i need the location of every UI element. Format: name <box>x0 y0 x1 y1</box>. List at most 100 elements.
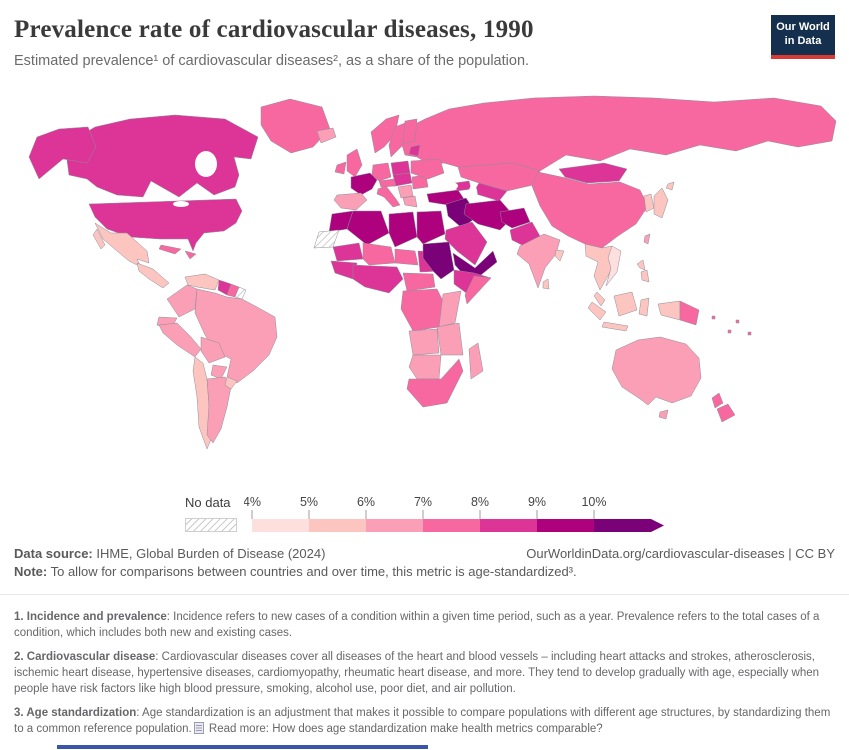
country-myanmar-thailand[interactable]: myanmar-thailand: 5–6% <box>584 243 617 291</box>
country-java[interactable]: java: 5–6% <box>601 321 629 332</box>
country-baltic-states[interactable]: baltic-states: 8–9% <box>408 144 421 157</box>
country-bangladesh[interactable]: bangladesh: 5–6% <box>554 249 565 262</box>
country-sumatra[interactable]: sumatra: 5–6% <box>587 301 607 321</box>
country-venezuela[interactable]: venezuela: 5–6% <box>184 273 220 291</box>
legend-no-data-label: No data <box>185 495 231 510</box>
country-poland[interactable]: poland: 8–9% <box>390 160 411 176</box>
divider-line <box>0 594 849 595</box>
country-china[interactable]: china: 7–8% <box>531 171 649 249</box>
country-brazil[interactable]: brazil: 6–7% <box>194 288 278 384</box>
country-western-sahara[interactable]: western-sahara: No data <box>313 229 340 249</box>
country-germany[interactable]: germany: 7–8% <box>371 162 392 182</box>
country-madagascar[interactable]: madagascar: 6–7% <box>468 342 484 380</box>
legend-tick-label: 8% <box>471 495 489 509</box>
country-pacific-islands[interactable]: pacific-islands: 7–8% <box>711 315 752 336</box>
country-ireland[interactable]: ireland: 7–8% <box>334 161 347 175</box>
country-tasmania[interactable]: tasmania: 6–7% <box>658 409 669 420</box>
country-hispaniola[interactable]: hispaniola: 7–8% <box>184 250 197 260</box>
legend-bin-10%+[interactable] <box>594 519 651 532</box>
country-drc[interactable]: drc: 7–8% <box>400 288 444 332</box>
country-afghanistan[interactable]: afghanistan: 9–10% <box>499 207 531 229</box>
legend-tick-label: 6% <box>357 495 375 509</box>
country-cameroon-car[interactable]: cameroon-car: 7–8% <box>402 272 436 292</box>
country-iceland[interactable]: iceland: 6–7% <box>316 127 337 144</box>
country-czech-hungary[interactable]: czech-hungary: 8–9% <box>392 172 413 187</box>
country-central-america[interactable]: central-america: 5–6% <box>136 262 170 289</box>
owid-link[interactable]: OurWorldinData.org/cardiovascular-diseas… <box>526 546 835 561</box>
country-japan[interactable]: japan: 5–6% <box>653 181 675 219</box>
country-vietnam[interactable]: vietnam: 4–5% <box>605 245 622 287</box>
country-korea[interactable]: korea: 5–6% <box>643 193 655 213</box>
country-bolivia[interactable]: bolivia: 6–7% <box>200 336 226 364</box>
country-niger[interactable]: niger: 7–8% <box>394 248 419 266</box>
country-angola[interactable]: angola: 6–7% <box>408 328 440 356</box>
country-greece[interactable]: greece: 6–7% <box>402 195 418 208</box>
legend-tick-label: 9% <box>528 495 546 509</box>
owid-logo[interactable]: Our World in Data <box>771 15 835 59</box>
country-somalia[interactable]: somalia: 7–8% <box>464 275 492 305</box>
footer-note-row: Note: To allow for comparisons between c… <box>14 564 577 579</box>
country-uk[interactable]: uk: 7–8% <box>346 148 363 178</box>
country-mauritania[interactable]: mauritania: 8–9% <box>332 242 364 262</box>
country-iran[interactable]: iran: 9–10% <box>463 199 515 231</box>
legend-bin-9–10%[interactable] <box>537 519 594 532</box>
country-algeria[interactable]: algeria: 9–10% <box>346 210 390 246</box>
legend-bin-4–5%[interactable] <box>252 519 309 532</box>
footnote-label: 2. Cardiovascular disease <box>14 651 156 664</box>
country-saudi-arabia[interactable]: saudi-arabia: 8–9% <box>444 221 488 266</box>
country-kazakhstan[interactable]: kazakhstan: 7–8% <box>457 162 541 192</box>
legend-bin-5–6%[interactable] <box>309 519 366 532</box>
country-libya[interactable]: libya: 9–10% <box>388 211 418 248</box>
country-ukraine[interactable]: ukraine: 7–8% <box>410 158 445 180</box>
country-canada[interactable]: canada: 8–9% <box>64 114 259 198</box>
country-kenya-tanzania[interactable]: kenya-tanzania: 6–7% <box>438 290 462 328</box>
world-choropleth-map[interactable]: russia: 7–8% canada: 8–9%alaska: 8–9% usa:… <box>0 88 849 488</box>
country-italy[interactable]: italy: 7–8% <box>376 185 401 208</box>
country-finland[interactable]: finland: 7–8% <box>402 118 418 144</box>
country-colombia[interactable]: colombia: 6–7% <box>166 284 198 318</box>
legend-no-data-swatch[interactable] <box>185 518 237 532</box>
country-papua-new-guinea[interactable]: papua-new-guinea: 7–8% <box>679 300 700 326</box>
country-france[interactable]: france: 9–10% <box>350 172 378 196</box>
country-india[interactable]: india: 6–7% <box>516 233 561 289</box>
country-south-africa[interactable]: south-africa: 7–8% <box>406 358 464 408</box>
footnote-text: : Age standardization is an adjustment t… <box>14 707 831 735</box>
country-australia[interactable]: australia: 6–7% <box>611 336 702 406</box>
read-more-link[interactable]: Read more: How does age standardization … <box>205 722 603 735</box>
country-sri-lanka[interactable]: sri-lanka: 5–6% <box>542 278 550 290</box>
country-zambia-mozambique[interactable]: zambia-mozambique: 6–7% <box>436 322 464 356</box>
footnotes-section: 1. Incidence and prevalence: Incidence r… <box>14 610 833 748</box>
country-philippines[interactable]: philippines: 5–6% <box>636 259 650 283</box>
footnote: 2. Cardiovascular disease: Cardiovascula… <box>14 650 833 697</box>
country-uruguay[interactable]: uruguay: 5–6% <box>224 376 238 390</box>
water-body <box>468 185 478 203</box>
legend-bin-7–8%[interactable] <box>423 519 480 532</box>
country-borneo[interactable]: borneo: 5–6% <box>613 291 638 317</box>
country-egypt[interactable]: egypt: 9–10% <box>416 210 446 245</box>
country-west-africa-coast[interactable]: west-africa-coast: 8–9% <box>352 264 404 294</box>
country-spain[interactable]: spain: 6–7% <box>333 192 368 211</box>
country-malaysia[interactable]: malaysia: 5–6% <box>593 291 606 307</box>
country-balkans-west[interactable]: balkans-west: 6–7% <box>397 184 414 199</box>
country-alaska[interactable]: alaska: 8–9% <box>28 126 97 180</box>
legend-bin-6–7%[interactable] <box>366 519 423 532</box>
country-russia[interactable]: russia: 7–8% <box>401 95 837 172</box>
country-peru[interactable]: peru: 6–7% <box>158 322 202 358</box>
country-new-zealand[interactable]: new-zealand: 7–8% <box>711 392 736 423</box>
legend-color-bar[interactable]: 4% 5% 6% 7% 8% 9% 10% <box>244 494 674 534</box>
country-sudan[interactable]: sudan: 10%+ <box>422 241 455 280</box>
country-usa[interactable]: usa: 8–9% <box>88 198 243 252</box>
country-west-papua[interactable]: west-papua: 5–6% <box>657 300 681 321</box>
country-mongolia[interactable]: mongolia: 8–9% <box>558 162 628 184</box>
water-body <box>173 201 189 207</box>
country-namibia-botswana[interactable]: namibia-botswana: 6–7% <box>408 354 442 380</box>
country-sweden[interactable]: sweden: 7–8% <box>388 122 406 158</box>
country-greenland[interactable]: greenland: 7–8% <box>260 98 331 154</box>
legend-bin-8–9%[interactable] <box>480 519 537 532</box>
country-sulawesi[interactable]: sulawesi: 5–6% <box>638 297 650 317</box>
country-taiwan[interactable]: taiwan: 6–7% <box>643 233 651 245</box>
country-mali[interactable]: mali: 7–8% <box>362 242 396 266</box>
country-mexico[interactable]: mexico: 5–6% <box>92 222 150 268</box>
country-cuba[interactable]: cuba: 7–8% <box>158 244 182 255</box>
